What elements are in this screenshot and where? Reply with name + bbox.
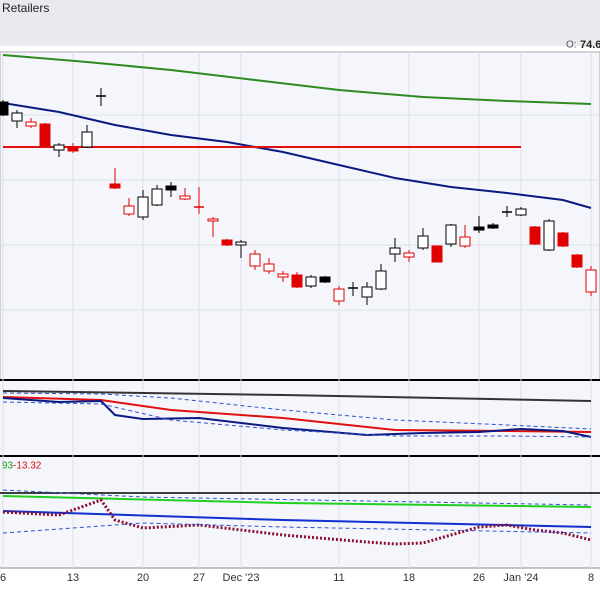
candle-body <box>179 195 191 200</box>
x-tick-label: 13 <box>67 572 79 584</box>
indicator-value: 93 <box>2 461 14 472</box>
candle-body <box>109 183 121 189</box>
candle-body <box>25 121 37 127</box>
candle-body <box>0 101 9 116</box>
open-label: O: <box>566 40 577 51</box>
indicator-line <box>2 489 592 506</box>
candle-body <box>431 245 443 263</box>
x-tick-label: Dec '23 <box>223 572 260 584</box>
x-tick-label: Jan '24 <box>503 572 538 584</box>
candle-body <box>529 226 541 245</box>
header-bar <box>0 0 600 46</box>
candle-body <box>571 254 583 268</box>
x-tick-label: 6 <box>0 572 6 584</box>
candle-body <box>207 218 219 222</box>
candle-body <box>291 274 303 288</box>
indicator-line <box>2 510 592 528</box>
moving-average <box>2 54 592 105</box>
indicator-panel-2 <box>0 457 600 568</box>
candle-body <box>403 252 415 258</box>
candle-body <box>221 239 233 246</box>
candle-body <box>459 236 471 247</box>
price-panel <box>0 51 600 381</box>
chart-title: Retailers <box>2 1 49 15</box>
candle-body <box>165 185 177 191</box>
indicator-value: -13.32 <box>13 461 42 472</box>
candle-body <box>53 144 65 151</box>
indicator-line <box>2 495 592 508</box>
candle-body <box>151 188 163 206</box>
indicator-line <box>2 522 592 534</box>
candle-body <box>543 220 555 251</box>
x-tick-label: 18 <box>403 572 415 584</box>
plot-layer: 6 13 20 27 Dec '23 11 18 26 Jan '24 8 <box>0 52 600 584</box>
open-value: 74.6 <box>580 39 600 51</box>
x-tick-label: 20 <box>137 572 149 584</box>
x-tick-label: 27 <box>193 572 205 584</box>
candle-body <box>81 131 93 148</box>
candle-body <box>123 205 135 215</box>
candle-body <box>515 208 527 216</box>
x-tick-label: 26 <box>473 572 485 584</box>
candle-body <box>263 263 275 272</box>
candle-body <box>557 232 569 247</box>
candle-body <box>487 224 499 229</box>
indicator-line <box>2 401 592 438</box>
indicator-line <box>2 390 592 402</box>
candle-body <box>473 226 485 231</box>
candle-body <box>277 273 289 278</box>
indicator-line <box>2 392 592 430</box>
moving-average <box>2 102 592 209</box>
candle-body <box>375 270 387 290</box>
candle-body <box>235 241 247 246</box>
candle-body <box>11 112 23 122</box>
candle-body <box>249 253 261 267</box>
candle-body <box>319 276 331 283</box>
candle-body <box>417 235 429 249</box>
indicator-line <box>2 397 592 438</box>
candle-body <box>39 123 51 147</box>
candle-body <box>389 247 401 255</box>
candle-body <box>137 196 149 218</box>
candle-body <box>67 146 79 152</box>
candle-body <box>585 269 597 293</box>
x-tick-label: 8 <box>588 572 594 584</box>
candle-body <box>445 224 457 245</box>
candle-body <box>333 288 345 302</box>
x-tick-label: 11 <box>333 572 344 584</box>
candle-body <box>305 276 317 287</box>
candle-body <box>361 286 373 298</box>
